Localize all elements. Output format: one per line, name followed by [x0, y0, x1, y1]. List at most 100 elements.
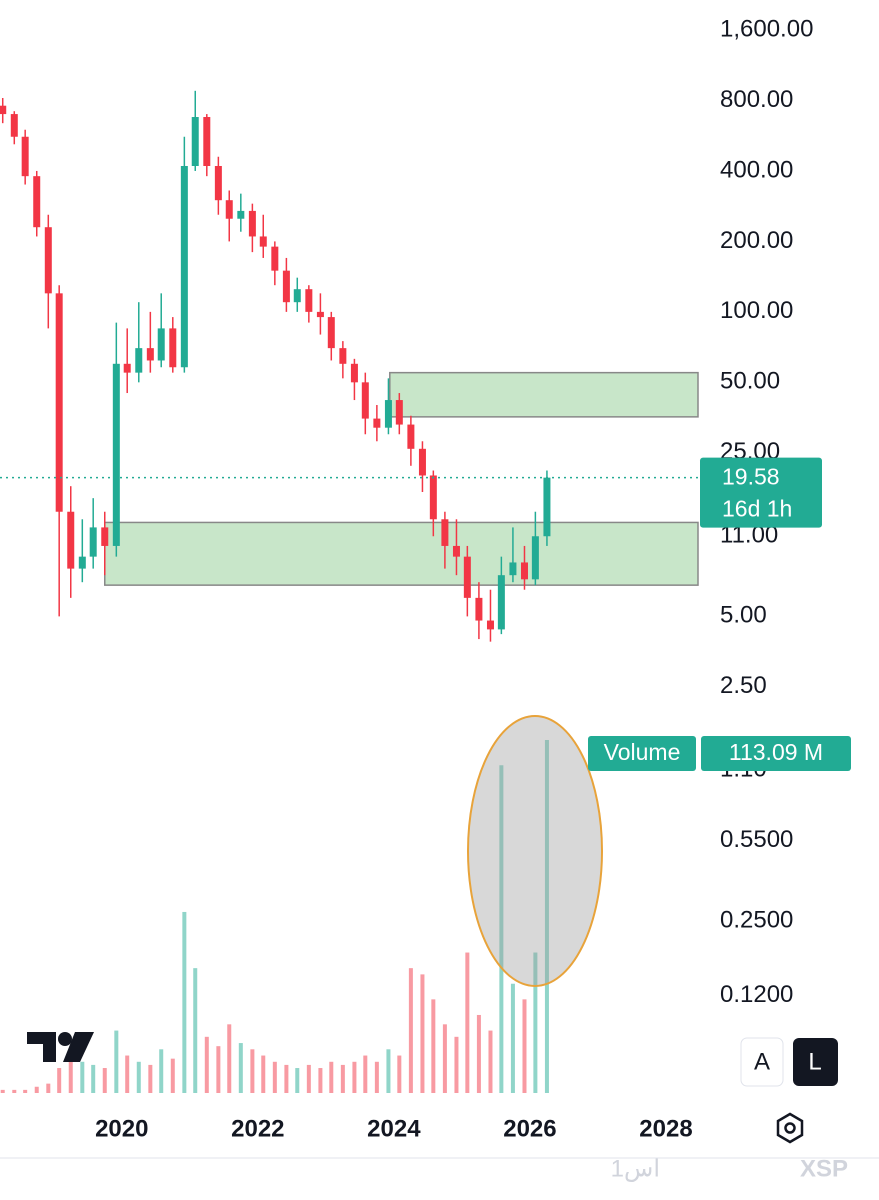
candle-body [418, 448, 426, 476]
candle-body [293, 289, 301, 303]
y-tick-label: 0.2500 [720, 906, 793, 933]
volume-bar [465, 952, 470, 1093]
volume-bar [204, 1036, 209, 1093]
volume-bar [352, 1061, 357, 1093]
volume-bar [454, 1036, 459, 1093]
volume-bar [510, 983, 515, 1093]
y-tick-label: 0.1200 [720, 981, 793, 1008]
y-tick-label: 800.00 [720, 86, 793, 113]
candle-body [441, 519, 449, 546]
candle-body [237, 210, 245, 219]
candle-body [67, 511, 75, 569]
volume-bar [476, 1014, 481, 1093]
candle-body [33, 176, 41, 228]
last-price-box [700, 457, 822, 528]
candle-body [203, 117, 211, 166]
log-scale-button[interactable] [793, 1038, 838, 1086]
volume-bar [442, 1024, 447, 1093]
candle-body [135, 348, 143, 373]
candle-body [180, 165, 188, 368]
volume-bar [318, 1068, 323, 1093]
y-tick-label: 2.50 [720, 672, 767, 699]
volume-bar [340, 1064, 345, 1093]
volume-bar [363, 1055, 368, 1093]
volume-bar [148, 1064, 153, 1093]
y-tick-label: 5.00 [720, 602, 767, 629]
candle-body [339, 348, 347, 364]
last-price-label: 19.58 [722, 464, 780, 490]
volume-bar [46, 1083, 51, 1093]
candle-body [248, 210, 256, 237]
volume-bar [431, 999, 436, 1093]
volume-bar [488, 1030, 493, 1093]
log-scale-label: L [808, 1048, 821, 1075]
settings-icon-center [784, 1122, 796, 1134]
y-tick-label: 1,600.00 [720, 15, 813, 42]
candle-body [452, 545, 460, 557]
volume-bar [227, 1024, 232, 1093]
volume-bar [68, 1055, 73, 1093]
volume-bar [386, 1049, 391, 1093]
footer-text: 1اس [611, 1155, 660, 1182]
candle-body [407, 424, 415, 449]
candle-body [463, 556, 471, 598]
candle-body [282, 270, 290, 303]
volume-bar [12, 1089, 17, 1093]
volume-bar [261, 1055, 266, 1093]
candle-body [157, 328, 165, 361]
volume-bar [295, 1068, 300, 1093]
volume-bar [272, 1061, 277, 1093]
tv-logo [27, 1032, 94, 1062]
candle-body [21, 136, 29, 177]
volume-bar [238, 1043, 243, 1093]
candle-body [101, 527, 109, 546]
candle-body [395, 400, 403, 425]
candle-body [123, 363, 131, 373]
candle-body [373, 418, 381, 428]
volume-bar [397, 1055, 402, 1093]
x-tick-label: 2022 [231, 1115, 284, 1142]
settings-icon[interactable] [776, 1112, 804, 1144]
candle-body [497, 575, 505, 630]
volume-bar [159, 1049, 164, 1093]
x-tick-label: 2026 [503, 1115, 556, 1142]
candle-body [384, 400, 392, 428]
candle-body [89, 527, 97, 557]
candle-body [78, 556, 86, 569]
watermark: XSP [800, 1155, 848, 1182]
volume-bar [216, 1046, 221, 1093]
zone [389, 371, 699, 418]
volume-name: Volume [604, 739, 681, 765]
candle-body [327, 317, 335, 349]
volume-bar [34, 1086, 39, 1093]
volume-bar [91, 1064, 96, 1093]
candle-body [271, 246, 279, 271]
volume-bar [125, 1055, 130, 1093]
auto-scale-button[interactable] [740, 1037, 784, 1087]
volume-bar [522, 999, 527, 1093]
y-tick-label: 100.00 [720, 297, 793, 324]
volume-bar [329, 1061, 334, 1093]
volume-name-box [588, 736, 696, 771]
zone [104, 521, 699, 586]
volume-bar [57, 1068, 62, 1093]
candle-body [305, 289, 313, 312]
candle-body [316, 311, 324, 318]
candle-body [191, 117, 199, 166]
candle-body [350, 363, 358, 383]
volume-bar [284, 1064, 289, 1093]
x-tick-label: 2024 [367, 1115, 421, 1142]
candle-body [509, 562, 517, 576]
candle-body [44, 227, 52, 294]
candle-body [146, 348, 154, 361]
highlight-ellipse [467, 715, 603, 987]
y-tick-label: 0.5500 [720, 826, 793, 853]
volume-bar [533, 952, 538, 1093]
volume-bar [0, 1089, 5, 1093]
x-tick-label: 2028 [639, 1115, 692, 1142]
candle-body [486, 620, 494, 630]
y-tick-label: 200.00 [720, 227, 793, 254]
volume-bar [170, 1058, 175, 1093]
